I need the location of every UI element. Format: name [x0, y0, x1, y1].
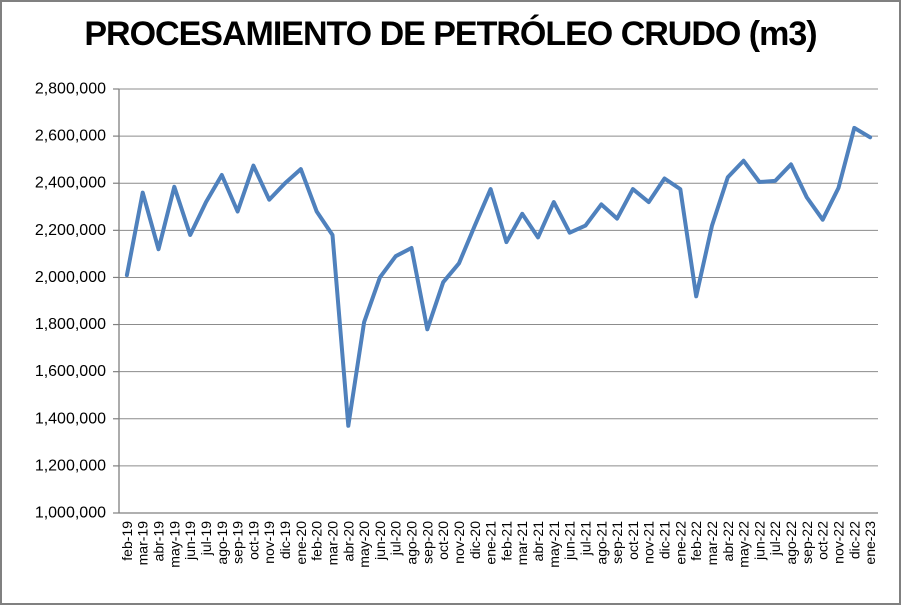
- x-tick-label: may-20: [356, 521, 372, 568]
- y-tick-label: 2,800,000: [35, 81, 106, 98]
- x-tick-label: nov-21: [641, 521, 657, 564]
- x-tick-label: mar-20: [324, 521, 340, 566]
- x-tick-label: mar-19: [135, 521, 151, 566]
- x-tick-label: mar-21: [514, 521, 530, 566]
- x-tick-label: abr-19: [151, 521, 167, 562]
- y-tick-label: 1,600,000: [35, 363, 106, 380]
- y-tick-label: 2,400,000: [35, 175, 106, 192]
- x-tick-label: jul-21: [577, 521, 593, 556]
- x-tick-label: jun-20: [372, 521, 388, 561]
- x-tick-label: mar-22: [704, 521, 720, 566]
- x-tick-label: feb-22: [688, 521, 704, 561]
- x-tick-label: may-22: [736, 521, 752, 568]
- y-tick-label: 1,800,000: [35, 316, 106, 333]
- x-tick-label: feb-19: [119, 521, 135, 561]
- y-tick-label: 2,000,000: [35, 269, 106, 286]
- x-tick-label: feb-21: [498, 521, 514, 561]
- x-tick-label: jul-20: [388, 521, 404, 556]
- x-tick-label: ene-23: [862, 521, 878, 565]
- x-tick-label: ago-19: [214, 521, 230, 565]
- x-tick-label: ago-20: [404, 521, 420, 565]
- x-tick-label: abr-22: [720, 521, 736, 562]
- y-tick-label: 1,200,000: [35, 457, 106, 474]
- x-tick-label: oct-20: [435, 521, 451, 560]
- x-tick-label: jun-22: [751, 521, 767, 561]
- x-tick-label: sep-20: [419, 521, 435, 564]
- x-tick-label: jun-21: [562, 521, 578, 561]
- x-tick-label: oct-19: [245, 521, 261, 560]
- x-tick-label: may-19: [166, 521, 182, 568]
- x-tick-label: sep-21: [609, 521, 625, 564]
- x-tick-label: jul-22: [767, 521, 783, 556]
- x-tick-label: jun-19: [182, 521, 198, 561]
- x-tick-label: nov-20: [451, 521, 467, 564]
- x-tick-label: may-21: [546, 521, 562, 568]
- x-tick-label: abr-20: [340, 521, 356, 562]
- x-tick-label: dic-19: [277, 521, 293, 559]
- x-tick-label: nov-22: [830, 521, 846, 564]
- data-series-line: [124, 125, 873, 428]
- x-tick-label: ago-21: [593, 521, 609, 565]
- x-tick-label: jul-19: [198, 521, 214, 556]
- y-tick-label: 1,000,000: [35, 505, 106, 522]
- x-tick-label: oct-21: [625, 521, 641, 560]
- x-tick-label: ene-21: [483, 521, 499, 565]
- x-tick-label: abr-21: [530, 521, 546, 562]
- x-tick-label: oct-22: [815, 521, 831, 560]
- chart-title: PROCESAMIENTO DE PETRÓLEO CRUDO (m3): [84, 15, 817, 53]
- x-tick-label: ene-22: [672, 521, 688, 565]
- x-tick-label: nov-19: [261, 521, 277, 564]
- y-tick-label: 2,600,000: [35, 128, 106, 145]
- x-tick-label: dic-20: [467, 521, 483, 559]
- x-tick-label: sep-22: [799, 521, 815, 564]
- y-tick-label: 2,200,000: [35, 222, 106, 239]
- x-tick-label: dic-21: [657, 521, 673, 559]
- x-tick-label: sep-19: [230, 521, 246, 564]
- x-tick-label: feb-20: [309, 521, 325, 561]
- y-tick-label: 1,400,000: [35, 410, 106, 427]
- x-tick-label: dic-22: [846, 521, 862, 559]
- x-tick-label: ene-20: [293, 521, 309, 565]
- x-tick-label: ago-22: [783, 521, 799, 565]
